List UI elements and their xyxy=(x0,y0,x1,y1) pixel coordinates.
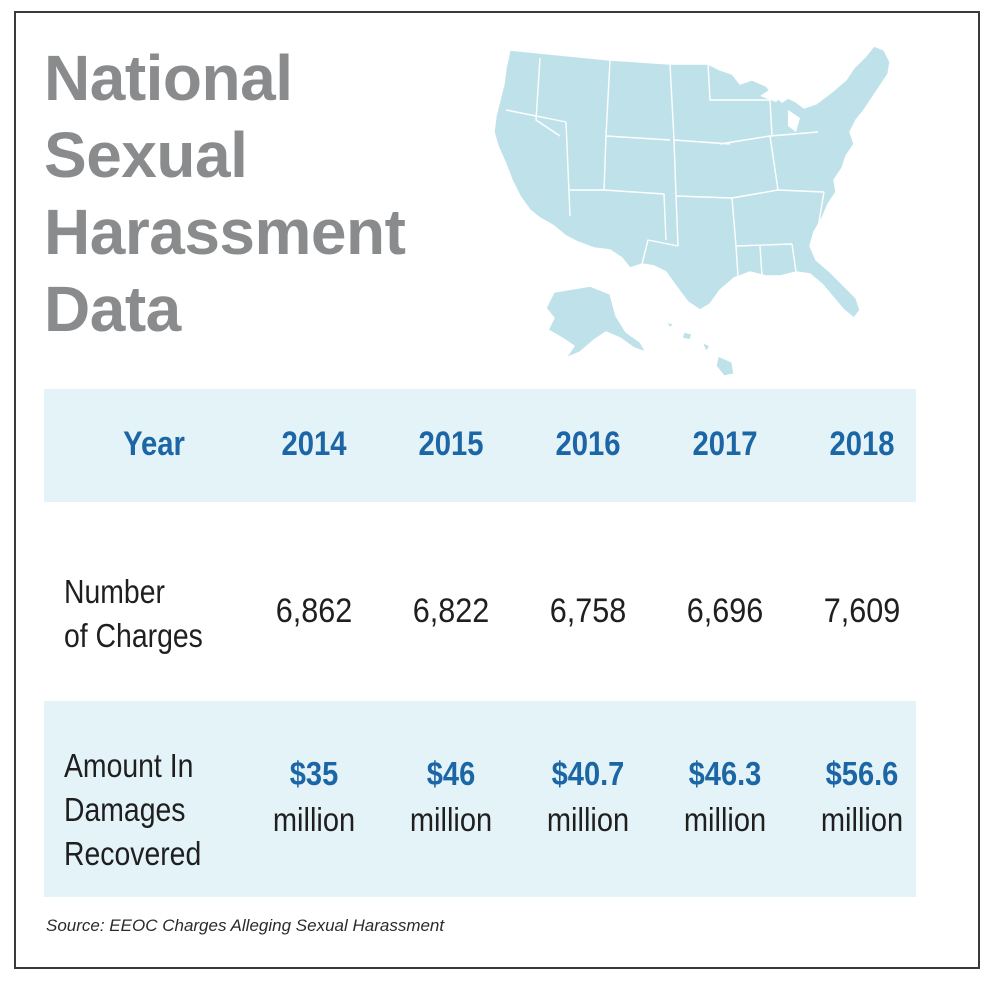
damages-2018-amount: $56.6 xyxy=(825,755,899,792)
year-2018: 2018 xyxy=(829,425,895,463)
damages-2017-unit: million xyxy=(683,801,767,838)
year-2014: 2014 xyxy=(281,425,347,463)
damages-2018-unit: million xyxy=(820,801,904,838)
charges-2018: 7,609 xyxy=(823,592,901,630)
year-2015: 2015 xyxy=(418,425,484,463)
damages-2015-unit: million xyxy=(409,801,493,838)
damages-2014: $35 million xyxy=(252,751,375,843)
charges-label-line-2: of Charges xyxy=(64,617,203,654)
damages-label-line-3: Recovered xyxy=(64,835,202,872)
us-map-graphic xyxy=(493,45,891,377)
alaska-shape xyxy=(545,285,647,359)
title-line-3: Harassment xyxy=(44,196,406,268)
charges-row-label: Number of Charges xyxy=(64,570,203,658)
damages-band xyxy=(44,701,916,897)
source-note: Source: EEOC Charges Alleging Sexual Har… xyxy=(46,916,445,935)
damages-2015: $46 million xyxy=(389,751,512,843)
charges-2017: 6,696 xyxy=(686,592,764,630)
year-2016: 2016 xyxy=(555,425,621,463)
damages-2016-amount: $40.7 xyxy=(551,755,625,792)
title-line-2: Sexual xyxy=(44,119,248,191)
damages-2016-unit: million xyxy=(546,801,630,838)
damages-row-label: Amount In Damages Recovered xyxy=(64,744,201,876)
damages-2015-amount: $46 xyxy=(426,755,476,792)
charges-2016: 6,758 xyxy=(549,592,627,630)
damages-2014-unit: million xyxy=(272,801,356,838)
year-2017: 2017 xyxy=(692,425,758,463)
damages-label-line-2: Damages xyxy=(64,791,186,828)
charges-label-line-1: Number xyxy=(64,573,165,610)
title-line-1: National xyxy=(44,42,293,114)
damages-2017: $46.3 million xyxy=(663,751,786,843)
damages-2017-amount: $46.3 xyxy=(688,755,762,792)
us-map-icon xyxy=(470,40,920,385)
damages-label-line-1: Amount In xyxy=(64,747,194,784)
damages-2016: $40.7 million xyxy=(526,751,649,843)
year-header-label: Year xyxy=(123,425,185,463)
contiguous-us-shape xyxy=(493,45,891,319)
page-title: National Sexual Harassment Data xyxy=(44,40,406,348)
year-header-band xyxy=(44,389,916,502)
hawaii-shape xyxy=(665,321,735,377)
damages-2018: $56.6 million xyxy=(800,751,923,843)
charges-2014: 6,862 xyxy=(275,592,353,630)
charges-2015: 6,822 xyxy=(412,592,490,630)
title-line-4: Data xyxy=(44,273,181,345)
damages-2014-amount: $35 xyxy=(289,755,339,792)
